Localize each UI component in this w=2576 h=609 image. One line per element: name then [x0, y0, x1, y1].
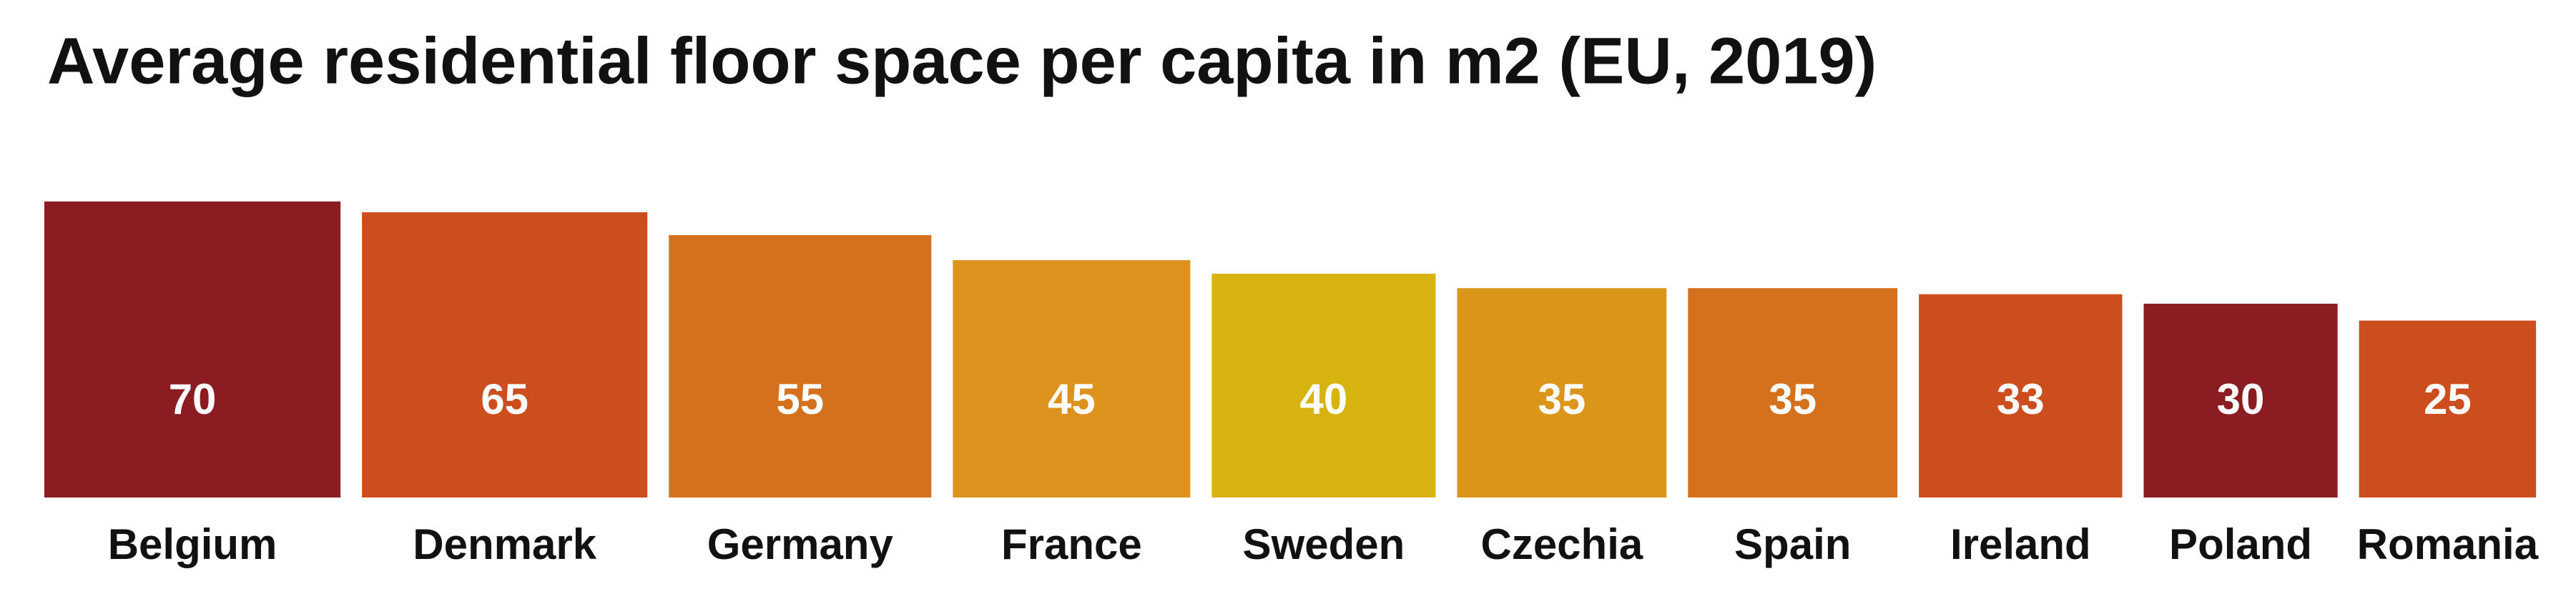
x-tick-label: Romania [2357, 520, 2539, 568]
bar [1211, 273, 1436, 497]
value-label: 25 [2424, 375, 2472, 423]
chart-title: Average residential floor space per capi… [47, 24, 1877, 97]
x-tick-label: France [1001, 520, 1142, 568]
value-label: 40 [1300, 375, 1348, 423]
bar [44, 201, 341, 497]
bar [669, 234, 932, 497]
value-label: 45 [1048, 375, 1096, 423]
x-tick-label: Germany [707, 520, 894, 568]
bar [953, 259, 1191, 497]
x-tick-label: Poland [2169, 520, 2312, 568]
value-label: 35 [1538, 375, 1586, 423]
x-tick-label: Czechia [1480, 520, 1643, 568]
value-label: 33 [1997, 375, 2045, 423]
x-tick-label: Denmark [413, 520, 596, 568]
x-tick-label: Ireland [1950, 520, 2091, 568]
value-label: 65 [481, 375, 529, 423]
x-tick-label: Spain [1734, 520, 1851, 568]
x-tick-label: Belgium [108, 520, 277, 568]
bar [2143, 303, 2338, 497]
x-tick-label: Sweden [1243, 520, 1405, 568]
value-label: 55 [776, 375, 824, 423]
value-label: 35 [1769, 375, 1817, 423]
value-label: 30 [2217, 375, 2265, 423]
bar [1688, 288, 1898, 497]
bar [1457, 288, 1667, 497]
value-label: 70 [169, 375, 217, 423]
bar [1919, 294, 2123, 497]
bar [2359, 320, 2537, 497]
bar [362, 212, 648, 497]
